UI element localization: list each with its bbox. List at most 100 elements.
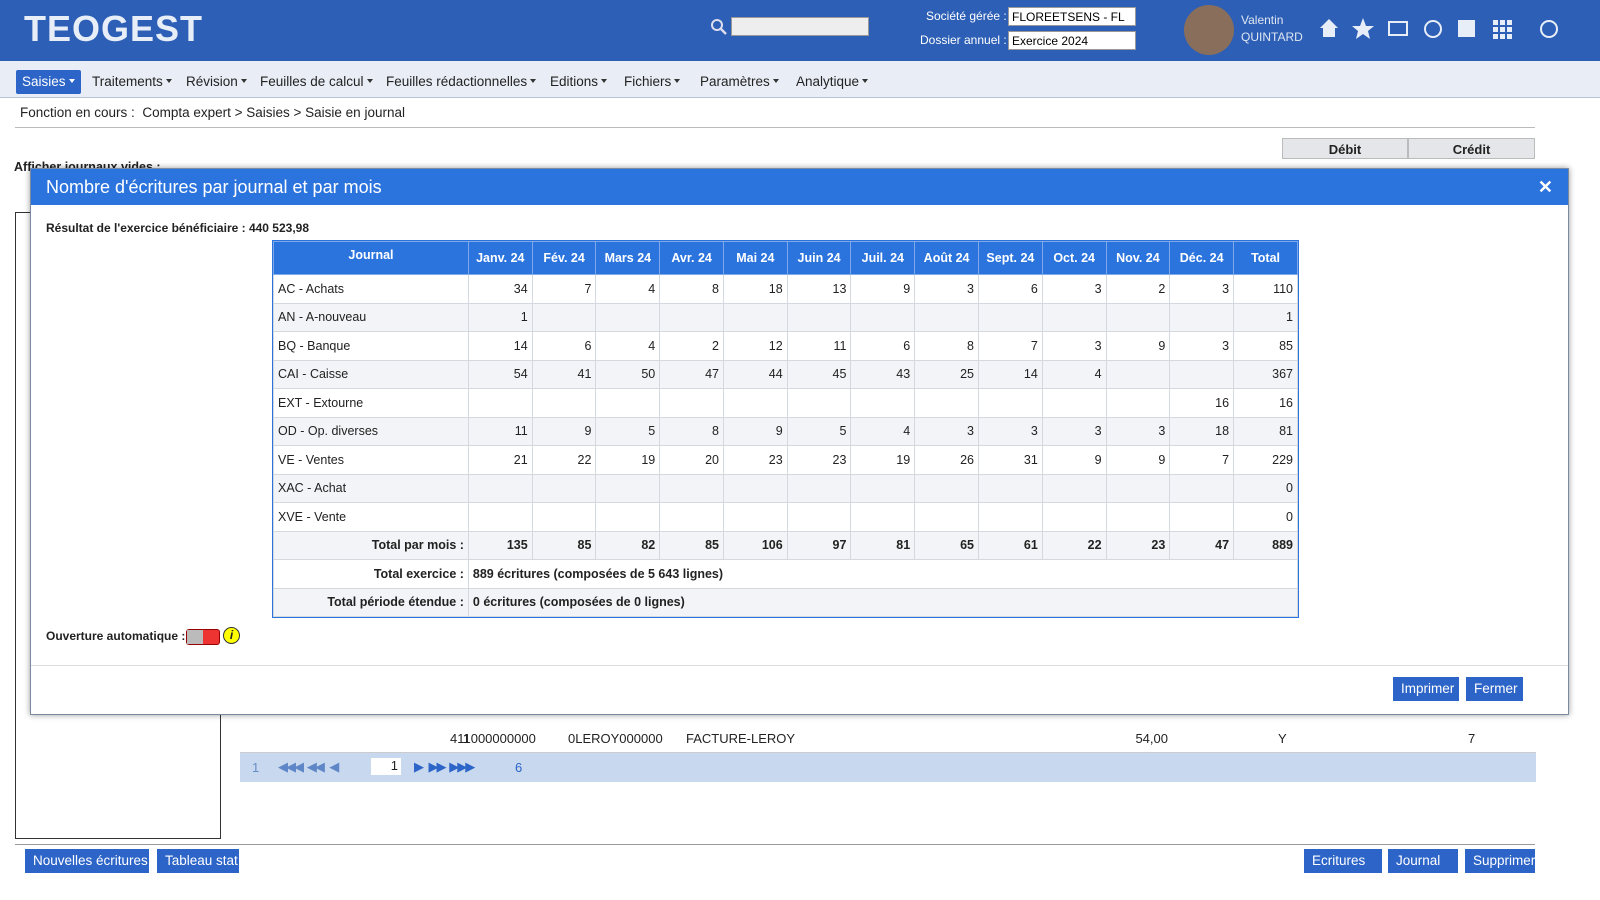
summary-row: Total période étendue :0 écritures (comp… [273,587,1299,617]
print-button[interactable]: Imprimer [1393,677,1459,701]
count-cell [1169,473,1235,503]
column-header: Nov. 24 [1105,241,1171,275]
count-cell: 14 [467,331,533,361]
count-cell [914,473,979,503]
column-header: Fév. 24 [531,241,597,275]
menu-item[interactable]: Feuilles de calcul [254,70,379,94]
row-cell: 54,00 [1135,731,1168,746]
journal-name: AC - Achats [273,274,469,304]
count-cell: 367 [1233,359,1298,389]
info-icon[interactable]: i [223,627,240,644]
count-cell: 1 [467,302,533,332]
row-cell: 0LEROY000000 [568,731,663,746]
page-last[interactable]: 6 [515,760,523,775]
count-cell: 110 [1233,274,1298,304]
month-total: 47 [1169,530,1235,560]
menu-item[interactable]: Feuilles rédactionnelles [380,70,542,94]
count-cell [977,388,1043,418]
count-cell: 13 [786,274,852,304]
count-cell: 5 [786,416,852,446]
count-cell [1041,388,1107,418]
footer-button[interactable]: Journal [1388,849,1458,873]
logo[interactable]: TEOGEST [24,8,204,49]
footer-button[interactable]: Nouvelles écritures [25,849,149,873]
count-cell: 50 [595,359,661,389]
count-cell: 9 [722,416,788,446]
column-header: Oct. 24 [1041,241,1107,275]
column-header: Sept. 24 [977,241,1043,275]
menu-item[interactable]: Editions [544,70,613,94]
count-cell: 4 [1041,359,1107,389]
row-cell: 7 [1468,731,1476,746]
menu-item[interactable]: Saisies [16,70,81,94]
page-current[interactable]: 1 [371,758,401,775]
breadcrumb-path: Compta expert > Saisies > Saisie en jour… [142,105,405,120]
footer-button[interactable]: Ecritures [1304,849,1382,873]
month-total: 65 [914,530,979,560]
menu-item[interactable]: Fichiers [618,70,686,94]
count-cell [659,302,724,332]
journal-row: XAC - Achat 0 [273,473,1298,503]
month-total: 106 [722,530,788,560]
count-cell: 6 [531,331,597,361]
count-cell [1169,302,1235,332]
footer-button[interactable]: Tableau stat [157,849,239,873]
year-select[interactable]: Exercice 2024 [1008,31,1136,50]
count-cell: 0 [1233,473,1298,503]
month-total: 85 [659,530,724,560]
count-cell: 9 [1105,331,1171,361]
count-cell: 22 [531,445,597,475]
count-cell: 14 [977,359,1043,389]
count-cell: 8 [659,416,724,446]
menu-item[interactable]: Traitements [86,70,178,94]
count-cell [850,502,916,532]
close-button[interactable]: Fermer [1466,677,1523,701]
count-cell [786,302,852,332]
page-nav-next[interactable]: ▶ ▶▶ ▶▶▶ [414,759,475,774]
menu-item[interactable]: Analytique [790,70,874,94]
close-icon[interactable]: ✕ [1537,177,1553,197]
page-nav[interactable]: ◀◀◀ ◀◀ ◀ [278,759,339,774]
count-cell: 6 [850,331,916,361]
entry-row[interactable]: 1 411000000000 0LEROY000000 FACTURE-LEROY 54… [240,725,1536,753]
count-cell: 4 [595,274,661,304]
top-bar: TEOGEST Société gérée : FLOREETSENS - FL… [0,0,1600,61]
auto-open-label: Ouverture automatique : [46,629,186,643]
menu-item[interactable]: Révision [180,70,253,94]
menu-item[interactable]: Paramètres [694,70,785,94]
summary-label: Total période étendue : [273,587,469,617]
count-cell: 81 [1233,416,1298,446]
journal-row: XVE - Vente 0 [273,502,1298,532]
count-cell [722,502,788,532]
page-first[interactable]: 1 [252,760,260,775]
company-select[interactable]: FLOREETSENS - FL [1008,7,1136,26]
count-cell: 16 [1233,388,1298,418]
search-icon[interactable] [710,18,728,36]
count-cell [1105,359,1171,389]
count-cell: 0 [1233,502,1298,532]
count-cell [531,502,597,532]
count-cell: 3 [914,274,979,304]
avatar[interactable] [1184,5,1234,55]
count-cell: 7 [977,331,1043,361]
month-total: 135 [467,530,533,560]
count-cell: 21 [467,445,533,475]
count-cell [850,302,916,332]
column-header: Juin 24 [786,241,852,275]
separator [15,127,1535,128]
toolbar-icons[interactable] [1318,16,1558,42]
footer-button[interactable]: Supprimer [1465,849,1535,873]
count-cell: 6 [977,274,1043,304]
auto-open-toggle[interactable] [186,629,220,645]
count-cell [595,502,661,532]
column-header: Total [1233,241,1298,275]
count-cell: 9 [1105,445,1171,475]
month-totals-label: Total par mois : [273,530,469,560]
summary-value: 0 écritures (composées de 0 lignes) [467,587,1299,617]
journal-row: VE - Ventes 21 22 19 20 23 23 19 26 31 9 9 7 229 [273,445,1298,475]
column-header: Mai 24 [722,241,788,275]
count-cell: 229 [1233,445,1298,475]
count-cell: 5 [595,416,661,446]
journal-name: OD - Op. diverses [273,416,469,446]
search-input[interactable] [731,17,869,36]
